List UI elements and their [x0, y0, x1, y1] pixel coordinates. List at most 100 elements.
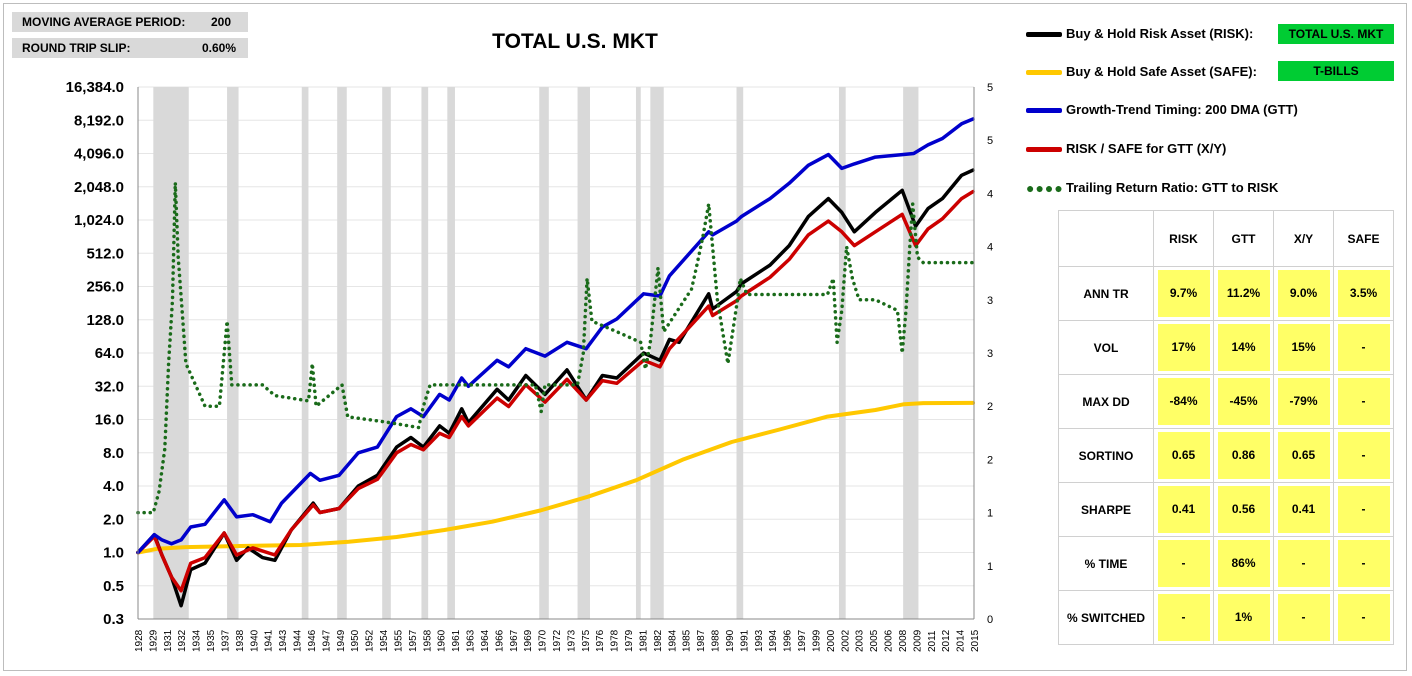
stats-cell: - — [1337, 432, 1390, 479]
ma-period-label: MOVING AVERAGE PERIOD: — [22, 15, 186, 29]
stats-cell: 0.41 — [1157, 486, 1210, 533]
x-tick-label: 2009 — [912, 629, 923, 652]
stats-cell: 15% — [1277, 324, 1330, 371]
x-tick-label: 1970 — [538, 629, 549, 652]
x-tick-label: 1949 — [336, 629, 347, 652]
stats-cell: 0.65 — [1157, 432, 1210, 479]
x-tick-label: 1994 — [768, 629, 779, 652]
x-tick-label: 1960 — [437, 629, 448, 652]
x-tick-label: 1950 — [350, 629, 361, 652]
stats-cell: - — [1337, 378, 1390, 425]
x-tick-label: 1961 — [451, 629, 462, 652]
stats-header-xy: X/Y — [1273, 210, 1334, 267]
series-xy-line — [136, 189, 975, 593]
series-gtt-line — [136, 117, 975, 555]
x-tick-label: 1981 — [638, 629, 649, 652]
recession-band — [539, 87, 549, 619]
x-tick-label: 2002 — [840, 629, 851, 652]
x-tick-label: 1973 — [566, 629, 577, 652]
recession-band — [301, 87, 309, 619]
y2-tick-label: 2 — [987, 401, 993, 413]
recession-band — [337, 87, 347, 619]
x-tick-label: 1955 — [393, 629, 404, 652]
y-tick-label: 1,024.0 — [74, 212, 124, 229]
stats-header-risk: RISK — [1153, 210, 1214, 267]
recession-band — [153, 87, 189, 619]
stats-row-label: ANN TR — [1058, 266, 1154, 321]
y-tick-label: 512.0 — [86, 245, 124, 262]
stats-cell: 0.56 — [1217, 486, 1270, 533]
stats-header-gtt: GTT — [1213, 210, 1274, 267]
stats-row-label: VOL — [1058, 320, 1154, 375]
x-tick-label: 1934 — [192, 629, 203, 652]
y2-tick-label: 2 — [987, 454, 993, 466]
x-tick-label: 2014 — [956, 629, 967, 652]
x-tick-label: 1972 — [552, 629, 563, 652]
stats-cell: 0.86 — [1217, 432, 1270, 479]
stats-cell: 9.7% — [1157, 270, 1210, 317]
recession-band — [736, 87, 744, 619]
x-tick-label: 1928 — [134, 629, 145, 652]
slip-value: 0.60% — [201, 41, 236, 55]
x-tick-label: 1932 — [177, 629, 188, 652]
x-tick-label: 1944 — [293, 629, 304, 652]
recession-shading — [153, 87, 919, 619]
legend-swatch-gtt — [1026, 108, 1062, 113]
x-tick-label: 1984 — [667, 629, 678, 652]
risk-asset-badge: TOTAL U.S. MKT — [1278, 24, 1394, 44]
x-tick-label: 1991 — [739, 629, 750, 652]
x-tick-label: 1964 — [480, 629, 491, 652]
x-tick-label: 1996 — [783, 629, 794, 652]
y-tick-label: 4.0 — [103, 478, 124, 495]
y2-tick-label: 3 — [987, 295, 993, 307]
chart-title: TOTAL U.S. MKT — [492, 30, 658, 53]
x-tick-label: 2011 — [927, 630, 938, 652]
stats-cell: - — [1337, 486, 1390, 533]
stats-row-label: SORTINO — [1058, 428, 1154, 483]
stats-cell: -45% — [1217, 378, 1270, 425]
x-tick-label: 1963 — [466, 629, 477, 652]
x-tick-label: 1966 — [494, 629, 505, 652]
stats-row-sharpe: SHARPE 0.41 0.56 0.41 - — [1058, 482, 1394, 537]
x-tick-label: 1937 — [220, 629, 231, 652]
x-tick-label: 1990 — [725, 629, 736, 652]
series-safe-line — [136, 400, 975, 555]
stats-row-pct-time: % TIME - 86% - - — [1058, 536, 1394, 591]
ma-period-box: MOVING AVERAGE PERIOD: 200 — [12, 12, 248, 32]
x-tick-label: 1954 — [379, 629, 390, 652]
y-tick-label: 256.0 — [86, 279, 124, 296]
x-tick-label: 1988 — [711, 629, 722, 652]
stats-table: RISK GTT X/Y SAFE ANN TR 9.7% 11.2% 9.0%… — [1058, 210, 1394, 645]
x-tick-label: 1952 — [365, 629, 376, 652]
y-tick-label: 16.0 — [95, 412, 124, 429]
y2-tick-label: 5 — [987, 82, 993, 94]
y-tick-label: 8.0 — [103, 445, 124, 462]
y-tick-label: 0.3 — [103, 611, 124, 628]
stats-row-sortino: SORTINO 0.65 0.86 0.65 - — [1058, 428, 1394, 483]
y2-tick-label: 1 — [987, 561, 993, 573]
x-tick-label: 1941 — [264, 629, 275, 652]
series-group — [136, 117, 975, 608]
stats-cell: - — [1337, 594, 1390, 641]
x-tick-label: 1931 — [163, 629, 174, 652]
x-tick-label: 1938 — [235, 629, 246, 652]
y-tick-label: 32.0 — [95, 378, 124, 395]
y-tick-label: 128.0 — [86, 312, 124, 329]
stats-cell: 11.2% — [1217, 270, 1270, 317]
stats-cell: 14% — [1217, 324, 1270, 371]
x-tick-label: 1985 — [682, 629, 693, 652]
x-tick-label: 1935 — [206, 629, 217, 652]
y2-tick-label: 5 — [987, 135, 993, 147]
stats-cell: - — [1157, 540, 1210, 587]
x-tick-label: 1958 — [422, 629, 433, 652]
stats-cell: - — [1277, 594, 1330, 641]
x-tick-label: 2006 — [884, 629, 895, 652]
x-tick-label: 2012 — [941, 629, 952, 652]
y-tick-label: 2,048.0 — [74, 179, 124, 196]
legend-swatch-xy — [1026, 147, 1062, 152]
x-tick-label: 1993 — [754, 629, 765, 652]
x-tick-label: 1997 — [797, 629, 808, 652]
stats-row-max-dd: MAX DD -84% -45% -79% - — [1058, 374, 1394, 429]
stats-cell: -79% — [1277, 378, 1330, 425]
recession-band — [227, 87, 239, 619]
